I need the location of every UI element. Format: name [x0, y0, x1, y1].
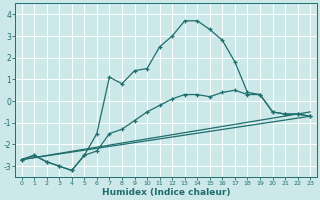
X-axis label: Humidex (Indice chaleur): Humidex (Indice chaleur)	[102, 188, 230, 197]
